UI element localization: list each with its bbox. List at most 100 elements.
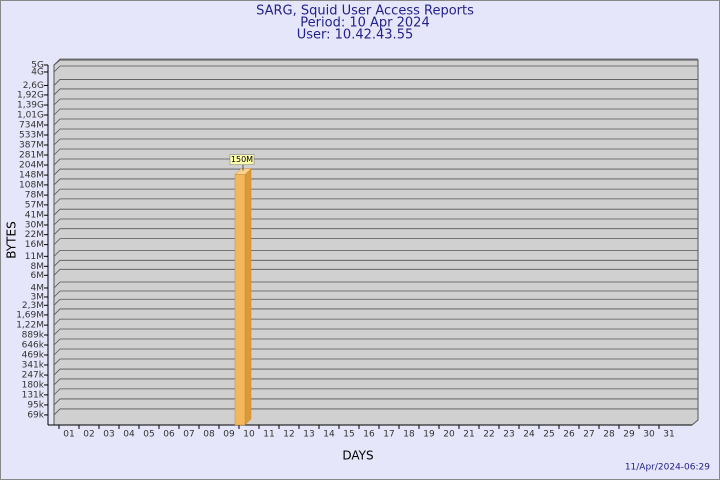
- value-label-box: [229, 154, 255, 165]
- y-tick-label: 469k: [22, 351, 45, 361]
- grid-line: [53, 188, 698, 196]
- x-tick-label: 09: [223, 430, 235, 440]
- grid-line: [53, 328, 698, 336]
- plot: [47, 59, 699, 426]
- y-tick-label: 1,69M: [16, 310, 44, 320]
- grid-line: [53, 108, 698, 116]
- y-tick-label: 3M: [31, 292, 45, 302]
- y-tick-label: 387M: [19, 141, 44, 151]
- y-tick-label: 1,92G: [17, 90, 44, 100]
- y-tick-label: 1,01G: [17, 111, 44, 121]
- grid-line: [53, 158, 698, 166]
- grid-line: [53, 65, 698, 73]
- x-tick-label: 22: [483, 430, 494, 440]
- y-tick-label: 11M: [25, 252, 44, 262]
- chart-subtitle: Period: 10 Apr 2024: [300, 16, 429, 31]
- y-tick-label: 247k: [22, 371, 45, 381]
- x-tick-label: 24: [523, 430, 535, 440]
- grid-line: [53, 228, 698, 235]
- x-tick-label: 07: [183, 430, 194, 440]
- footer: 11/Apr/2024-06:29: [625, 463, 710, 473]
- y-tick-label: 646k: [22, 340, 45, 350]
- y-tick-label: 8M: [31, 262, 45, 272]
- grid-line: [53, 281, 698, 289]
- x-tick-label: 04: [123, 430, 135, 440]
- grid-line: [53, 128, 698, 136]
- y-tick-label: 1,22M: [16, 321, 44, 331]
- x-axis-label: DAYS: [342, 449, 373, 463]
- x-tick-label: 08: [203, 430, 215, 440]
- y-tick-label: 148M: [19, 171, 44, 181]
- y-tick-label: 6M: [31, 271, 45, 281]
- y-tick-label: 5G: [31, 61, 44, 71]
- grid-line: [53, 79, 698, 86]
- x-tick-label: 14: [323, 430, 335, 440]
- grid-line: [53, 58, 698, 66]
- x-tick-label: 10: [243, 430, 255, 440]
- y-tick-label: 889k: [22, 331, 45, 341]
- x-tick-label: 31: [663, 430, 674, 440]
- x-tick-label: 23: [503, 430, 514, 440]
- y-tick-label: 22M: [25, 230, 44, 240]
- x-tick-label: 28: [603, 430, 615, 440]
- y-tick-label: 281M: [19, 151, 44, 161]
- x-tick-label: 29: [623, 430, 635, 440]
- grid-line: [53, 178, 698, 186]
- chart-title: SARG, Squid User Access Reports: [256, 4, 474, 19]
- grid-line: [53, 238, 698, 245]
- y-tick-label: 78M: [25, 191, 44, 201]
- x-tick-label: 19: [423, 430, 435, 440]
- grid-line: [53, 259, 698, 267]
- grid-line: [53, 208, 698, 216]
- grid-line: [53, 138, 698, 146]
- y-tick-label: 69k: [27, 410, 44, 420]
- grid-line: [53, 338, 698, 346]
- grid-line: [53, 298, 698, 306]
- grid-line: [53, 148, 698, 156]
- grid-line: [53, 290, 698, 298]
- grid-line: [53, 378, 698, 386]
- y-tick-label: 4M: [31, 283, 45, 293]
- grid-line: [53, 348, 698, 356]
- value-label: 150M: [231, 155, 253, 164]
- x-tick-label: 18: [403, 430, 415, 440]
- x-tick-label: 25: [543, 430, 554, 440]
- y-tick-label: 16M: [25, 240, 44, 250]
- y-tick-label: 2,3M: [22, 301, 44, 311]
- plot-back: [53, 59, 699, 426]
- y-tick-label: 341k: [22, 360, 45, 370]
- x-tick-label: 26: [563, 430, 575, 440]
- x-tick-label: 12: [283, 430, 294, 440]
- grid-line: [53, 358, 698, 366]
- grid-line: [53, 398, 698, 406]
- y-tick-label: 30M: [25, 220, 44, 230]
- x-tick-label: 27: [583, 430, 594, 440]
- y-tick-label: 204M: [19, 161, 44, 171]
- y-tick-label: 95k: [27, 400, 44, 410]
- x-tick-label: 30: [643, 430, 655, 440]
- x-tick-label: 16: [363, 430, 375, 440]
- x-tick-label: 02: [83, 430, 94, 440]
- grid-line: [53, 308, 698, 316]
- y-tick-label: 41M: [25, 211, 44, 221]
- x-tick-label: 05: [143, 430, 154, 440]
- x-tick-label: 13: [303, 430, 314, 440]
- y-tick-label: 180k: [22, 380, 45, 390]
- grid-line: [53, 198, 698, 206]
- grid-line: [53, 368, 698, 376]
- grid-line: [53, 98, 698, 106]
- bar-side: [244, 168, 252, 426]
- grid-line: [53, 218, 698, 226]
- grid-line: [53, 408, 698, 416]
- grid-line: [53, 318, 698, 326]
- y-tick-label: 4G: [31, 67, 44, 77]
- bar: [234, 174, 246, 426]
- y-tick-label: 1,39G: [17, 101, 44, 111]
- y-tick-label: 533M: [19, 131, 44, 141]
- x-tick-label: 11: [263, 430, 274, 440]
- y-axis-label: BYTES: [5, 221, 19, 258]
- x-tick-label: 15: [343, 430, 354, 440]
- x-tick-label: 03: [103, 430, 114, 440]
- grid-line: [53, 168, 698, 176]
- x-tick-label: 01: [63, 430, 74, 440]
